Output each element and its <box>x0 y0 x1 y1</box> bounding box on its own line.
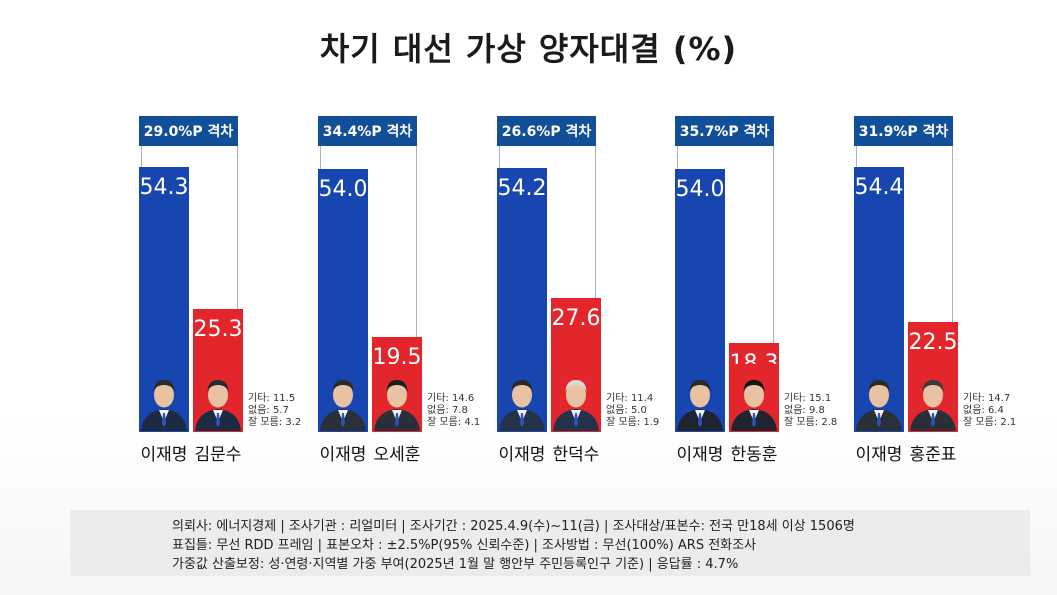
left-candidate-name: 이재명 <box>319 445 367 465</box>
bar-value-label: 54.2 <box>497 175 547 201</box>
left-guide-line <box>499 146 500 168</box>
bar-value-label: 54.4 <box>854 175 904 200</box>
other-responses: 기타: 11.4 없음: 5.0 잘 모름: 1.9 <box>606 393 659 429</box>
right-guide-line <box>595 146 596 298</box>
gap-label: 26.6%P 격차 <box>497 116 596 146</box>
right-candidate-photo <box>372 364 422 431</box>
other-response-line: 잘 모름: 2.1 <box>963 417 1017 428</box>
right-candidate-photo <box>908 364 958 431</box>
right-candidate-photo <box>193 364 243 431</box>
left-candidate-name: 이재명 <box>498 445 546 465</box>
other-response-line: 기타: 11.4 <box>606 393 654 404</box>
other-responses: 기타: 11.5 없음: 5.7 잘 모름: 3.2 <box>248 393 301 429</box>
right-candidate-name: 홍준표 <box>909 445 957 465</box>
left-candidate-photo <box>497 364 547 431</box>
right-candidate-name: 오세훈 <box>373 445 421 465</box>
right-guide-line <box>952 146 953 323</box>
bar-value-label: 54.0 <box>675 176 725 202</box>
survey-info-line-2: 표집틀: 무선 RDD 프레임 | 표본오차 : ±2.5%P(95% 신뢰수준… <box>172 538 757 553</box>
left-candidate-photo <box>854 364 904 431</box>
right-candidate-name: 김문수 <box>194 445 242 465</box>
left-candidate-name: 이재명 <box>855 445 903 465</box>
gap-label: 29.0%P 격차 <box>139 116 238 146</box>
left-guide-line <box>320 146 321 169</box>
left-candidate-photo <box>675 364 725 431</box>
matchup-2: 34.4%P 격차 54.0 이재명 19.5 오세훈 기타: 14.6 없음: 7.8 잘 … <box>318 0 480 480</box>
matchup-5: 31.9%P 격차 54.4 이재명 22.5 홍준표 기타: 14.7 없음: 6.4 잘 … <box>854 0 1016 480</box>
survey-info-line-3: 가중값 산출보정: 성·연령·지역별 가중 부여(2025년 1월 말 행안부 … <box>172 557 739 572</box>
other-response-line: 없음: 5.0 <box>606 405 647 416</box>
right-candidate-name: 한덕수 <box>552 445 600 465</box>
other-response-line: 잘 모름: 4.1 <box>427 417 481 428</box>
survey-info: 의뢰사: 에너지경제 | 조사기관 : 리얼미터 | 조사기간 : 2025.4… <box>70 510 1030 576</box>
gap-label: 34.4%P 격차 <box>318 116 417 146</box>
other-response-line: 잘 모름: 2.8 <box>784 417 838 428</box>
other-response-line: 없음: 9.8 <box>784 405 825 416</box>
other-response-line: 없음: 6.4 <box>963 405 1004 416</box>
other-response-line: 없음: 5.7 <box>248 405 289 416</box>
other-response-line: 잘 모름: 1.9 <box>606 417 660 428</box>
matchup-1: 29.0%P 격차 54.3 이재명 25.3 김문수 기타: 11.5 없음: 5.7 잘 … <box>139 0 301 480</box>
chart-title: 차기 대선 가상 양자대결 (%) <box>319 30 738 68</box>
bar-value-label: 54.3 <box>139 175 189 201</box>
left-guide-line <box>856 146 857 167</box>
bar-value-label: 54.0 <box>318 176 368 202</box>
other-responses: 기타: 15.1 없음: 9.8 잘 모름: 2.8 <box>784 393 837 429</box>
left-candidate-photo <box>318 364 368 431</box>
survey-info-line-1: 의뢰사: 에너지경제 | 조사기관 : 리얼미터 | 조사기간 : 2025.4… <box>172 519 855 534</box>
other-response-line: 잘 모름: 3.2 <box>248 417 302 428</box>
other-response-line: 기타: 15.1 <box>784 393 832 404</box>
right-candidate-name: 한동훈 <box>730 445 778 465</box>
left-candidate-name: 이재명 <box>140 445 188 465</box>
other-responses: 기타: 14.6 없음: 7.8 잘 모름: 4.1 <box>427 393 480 429</box>
right-guide-line <box>773 146 774 343</box>
left-candidate-photo <box>139 364 189 431</box>
other-response-line: 기타: 11.5 <box>248 393 296 404</box>
left-guide-line <box>141 146 142 168</box>
gap-label: 35.7%P 격차 <box>675 116 774 146</box>
bar-value-label: 22.5 <box>908 330 958 356</box>
other-response-line: 기타: 14.7 <box>963 393 1011 404</box>
left-candidate-name: 이재명 <box>676 445 724 465</box>
other-response-line: 기타: 14.6 <box>427 393 475 404</box>
bar-value-label: 27.6 <box>551 305 601 331</box>
left-guide-line <box>677 146 678 169</box>
bar-value-label: 25.3 <box>193 316 243 342</box>
right-guide-line <box>416 146 417 337</box>
gap-label: 31.9%P 격차 <box>854 116 953 146</box>
right-candidate-photo <box>729 364 779 431</box>
matchup-4: 35.7%P 격차 54.0 이재명 18.3 한동훈 기타: 15.1 없음: 9.8 잘 … <box>675 0 837 480</box>
other-responses: 기타: 14.7 없음: 6.4 잘 모름: 2.1 <box>963 393 1016 429</box>
right-candidate-photo <box>551 364 601 431</box>
other-response-line: 없음: 7.8 <box>427 405 468 416</box>
bar-value-label: 19.5 <box>372 345 422 370</box>
matchup-3: 26.6%P 격차 54.2 이재명 27.6 한덕수 기타: 11.4 없음: 5.0 잘 … <box>497 0 659 480</box>
right-guide-line <box>237 146 238 309</box>
